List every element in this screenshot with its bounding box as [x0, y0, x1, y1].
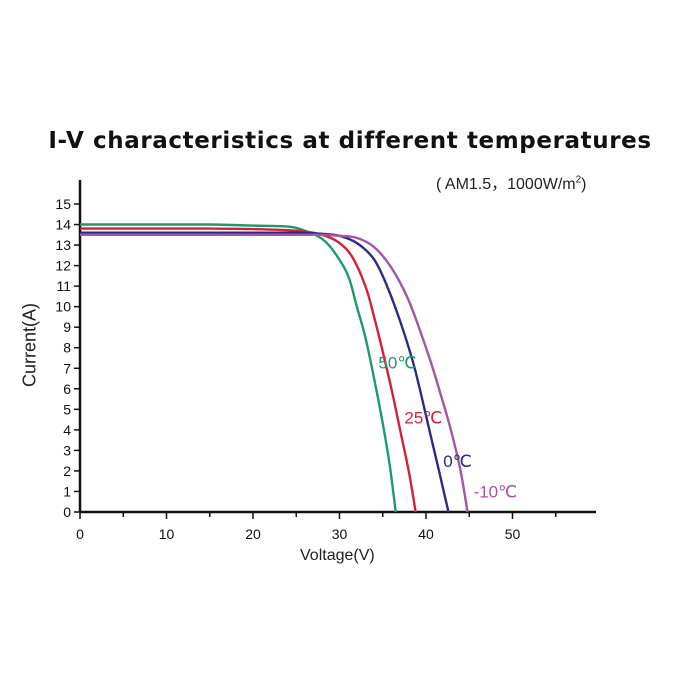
x-tick-label: 30: [332, 526, 348, 542]
x-tick-label: 20: [245, 526, 261, 542]
chart-subtitle: ( AM1.5，1000W/m2): [436, 170, 587, 194]
series-lines: [79, 223, 469, 513]
x-tick-label: 50: [505, 526, 521, 542]
series-line--10C: [79, 233, 469, 513]
y-tick-label: 9: [63, 319, 71, 335]
y-tick-label: 11: [56, 278, 71, 294]
series-line-50C: [80, 223, 397, 513]
x-axis-label: Voltage(V): [300, 547, 375, 564]
series-label: 0℃: [443, 452, 472, 471]
y-tick-label: 6: [63, 381, 71, 397]
x-tick-label: 10: [159, 526, 175, 542]
subtitle-suffix: ): [581, 176, 587, 193]
y-tick-label: 15: [55, 196, 71, 212]
series-line-25C: [79, 227, 417, 513]
series-line-0C: [79, 231, 450, 513]
y-tick-label: 13: [55, 237, 71, 253]
y-tick-label: 4: [63, 422, 71, 438]
series-label: 25℃: [404, 409, 442, 428]
x-tick-label: 0: [76, 526, 84, 542]
y-tick-label: 2: [63, 463, 71, 479]
x-ticks: 0 10 20 30 40 50: [76, 512, 557, 542]
series-annotations: 50℃ 25℃ 0℃-10℃: [378, 353, 517, 501]
y-tick-label: 0: [63, 504, 71, 520]
series-label: 50℃: [378, 353, 416, 372]
y-tick-label: 7: [63, 360, 71, 376]
y-tick-label: 1: [63, 483, 71, 499]
subtitle-superscript: 2: [575, 174, 582, 186]
subtitle-prefix: ( AM1.5，1000W/m: [436, 176, 576, 193]
y-tick-label: 3: [63, 442, 71, 458]
y-tick-label: 8: [63, 340, 71, 356]
series-label: -10℃: [474, 483, 518, 502]
y-axis-label: Current(A): [19, 302, 40, 388]
y-tick-label: 5: [63, 401, 71, 417]
y-tick-label: 14: [55, 217, 71, 233]
y-tick-label: 12: [55, 258, 71, 274]
x-tick-label: 40: [418, 526, 434, 542]
y-tick-label: 10: [55, 299, 71, 315]
chart-title: I-V characteristics at different tempera…: [48, 128, 652, 154]
